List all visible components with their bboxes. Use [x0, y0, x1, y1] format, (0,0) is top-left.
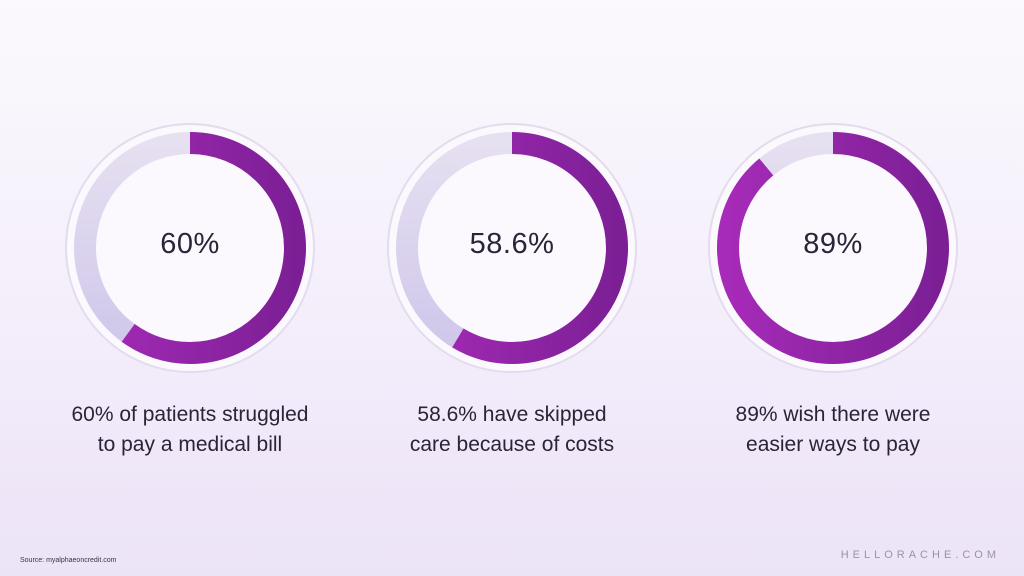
donut-svg [387, 123, 637, 373]
caption-line-2: to pay a medical bill [97, 433, 283, 456]
donut-value-arc [717, 132, 949, 364]
value-label: 60% [160, 228, 220, 260]
donut-value-arc [396, 132, 628, 364]
donut-value-arc [74, 132, 306, 364]
value-label: 58.6% [469, 228, 555, 260]
caption: 58.6% have skipped care because of costs [352, 400, 672, 460]
stat-card-patients-struggled: 60% 60% of patients struggled to pay a m… [30, 0, 350, 470]
donut-chart: 89% [673, 123, 993, 388]
stat-card-easier-pay: 89% 89% wish there were easier ways to p… [673, 0, 993, 470]
caption-line-1: 89% wish there were [735, 403, 931, 426]
caption-line-2: care because of costs [409, 433, 615, 456]
brand-wordmark: HELLORACHE.COM [840, 549, 1000, 561]
outer-ring [708, 123, 958, 373]
caption: 60% of patients struggled to pay a medic… [30, 400, 350, 460]
caption-line-1: 60% of patients struggled [71, 403, 309, 426]
stat-card-skipped-care: 58.6% 58.6% have skipped care because of… [352, 0, 672, 470]
donut-chart: 60% [30, 123, 350, 388]
caption: 89% wish there were easier ways to pay [673, 400, 993, 460]
donut-svg [65, 123, 315, 373]
outer-ring [387, 123, 637, 373]
source-note: Source: myalphaeoncredit.com [20, 557, 117, 564]
caption-line-1: 58.6% have skipped [417, 403, 607, 426]
donut-chart: 58.6% [352, 123, 672, 388]
outer-ring [65, 123, 315, 373]
value-label: 89% [803, 228, 863, 260]
caption-line-2: easier ways to pay [746, 433, 920, 456]
donut-svg [708, 123, 958, 373]
